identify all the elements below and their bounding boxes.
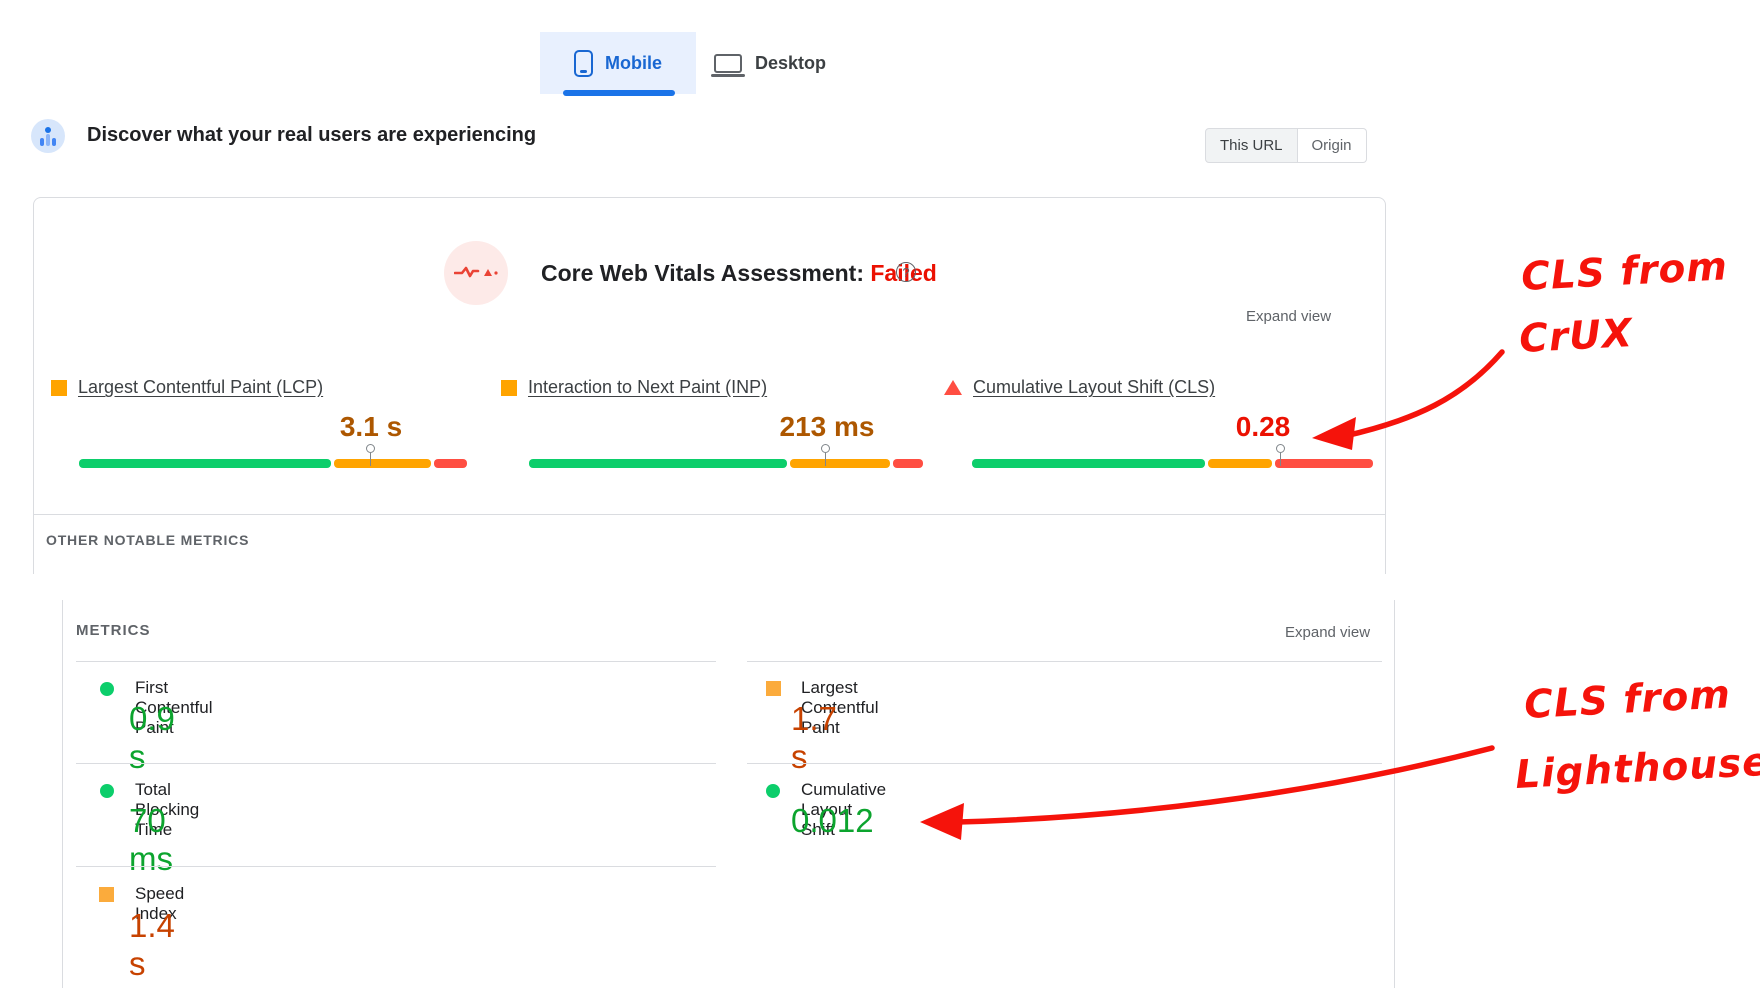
lcp-lab-label: Largest Contentful Paint <box>801 678 879 737</box>
average-square-icon <box>99 887 114 902</box>
inp-gauge-marker <box>821 444 830 466</box>
lcp-lab-value: 1.7 s <box>791 700 837 775</box>
annotation-cls-from-lighthouse-line2: Lighthouse <box>1514 740 1760 798</box>
cls-gauge <box>972 459 1373 468</box>
speed-index-label: Speed Index <box>135 884 185 923</box>
row-divider <box>747 661 1382 662</box>
row-divider <box>747 763 1382 764</box>
good-circle-icon <box>100 784 114 798</box>
tab-desktop[interactable]: Desktop <box>711 40 827 86</box>
annotation-cls-from-crux-line1: CLS from <box>1520 244 1729 300</box>
lcp-value: 3.1 s <box>339 411 403 442</box>
lcp-gauge-marker <box>366 444 375 466</box>
good-circle-icon <box>100 682 114 696</box>
lcp-gauge <box>79 459 467 468</box>
active-tab-underline <box>563 90 675 96</box>
good-circle-icon <box>766 784 780 798</box>
inp-gauge <box>529 459 923 468</box>
average-square-icon <box>51 379 67 396</box>
cwv-assessment-heading: Core Web Vitals Assessment: Failed <box>541 260 937 286</box>
expand-view-link-lab[interactable]: Expand view <box>1285 624 1371 641</box>
scope-toggle: This URL Origin <box>1205 128 1367 163</box>
row-divider <box>76 763 716 764</box>
average-square-icon <box>766 681 781 696</box>
card-divider <box>34 514 1385 515</box>
cls-link[interactable]: Cumulative Layout Shift (CLS) <box>973 377 1216 397</box>
tbt-value: 70 ms <box>129 802 173 877</box>
expand-view-link-crux[interactable]: Expand view <box>1246 308 1332 325</box>
tab-desktop-label: Desktop <box>755 52 827 73</box>
inp-link[interactable]: Interaction to Next Paint (INP) <box>528 377 768 397</box>
poor-triangle-icon <box>944 380 962 395</box>
tab-mobile[interactable]: Mobile <box>540 32 696 94</box>
row-divider <box>76 661 716 662</box>
help-icon[interactable]: ? <box>896 262 916 282</box>
other-notable-metrics-label: OTHER NOTABLE METRICS <box>46 532 250 548</box>
tbt-label: Total Blocking Time <box>135 780 200 839</box>
cwv-metric-inp: Interaction to Next Paint (INP) 213 ms <box>501 373 923 475</box>
row-divider <box>76 866 716 867</box>
field-data-icon <box>31 119 65 153</box>
speed-index-value: 1.4 s <box>129 907 175 982</box>
lighthouse-metrics-card: METRICS Expand view First Contentful Pai… <box>62 600 1395 988</box>
toggle-origin[interactable]: Origin <box>1297 128 1367 163</box>
annotation-cls-from-lighthouse-line1: CLS from <box>1523 672 1732 728</box>
desktop-laptop-icon <box>711 53 745 77</box>
cwv-metric-lcp: Largest Contentful Paint (LCP) 3.1 s <box>51 373 467 475</box>
pulse-icon <box>444 241 508 305</box>
cls-lab-value: 0.012 <box>791 802 874 839</box>
metrics-heading: METRICS <box>76 622 151 639</box>
toggle-this-url[interactable]: This URL <box>1205 128 1298 163</box>
average-square-icon <box>501 379 517 396</box>
fcp-label: First Contentful Paint <box>135 678 213 737</box>
fcp-value: 0.9 s <box>129 700 175 775</box>
lcp-link[interactable]: Largest Contentful Paint (LCP) <box>78 377 324 397</box>
core-web-vitals-card: Core Web Vitals Assessment: Failed ? Exp… <box>33 197 1386 574</box>
tab-mobile-label: Mobile <box>605 52 662 73</box>
cls-value: 0.28 <box>1235 411 1291 442</box>
cls-gauge-marker <box>1276 444 1285 466</box>
inp-value: 213 ms <box>779 411 875 442</box>
field-section-title: Discover what your real users are experi… <box>87 124 537 146</box>
annotation-cls-from-crux-line2: CrUX <box>1518 311 1635 362</box>
mobile-phone-icon <box>574 49 593 77</box>
cwv-metric-cls: Cumulative Layout Shift (CLS) 0.28 <box>944 373 1373 475</box>
cls-lab-label: Cumulative Layout Shift <box>801 780 887 839</box>
